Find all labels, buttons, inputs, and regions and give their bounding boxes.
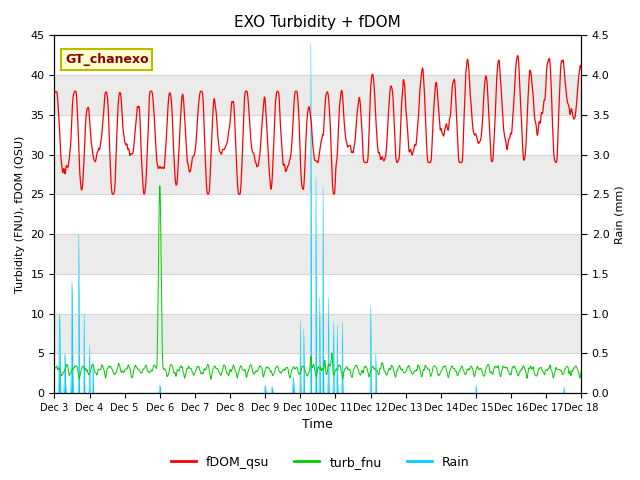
Y-axis label: Rain (mm): Rain (mm): [615, 185, 625, 243]
Bar: [54, 234, 581, 274]
Bar: [54, 75, 581, 115]
Bar: [54, 313, 581, 353]
Y-axis label: Turbidity (FNU), fDOM (QSU): Turbidity (FNU), fDOM (QSU): [15, 135, 25, 293]
Legend: fDOM_qsu, turb_fnu, Rain: fDOM_qsu, turb_fnu, Rain: [166, 451, 474, 474]
Title: EXO Turbidity + fDOM: EXO Turbidity + fDOM: [234, 15, 401, 30]
Text: GT_chanexo: GT_chanexo: [65, 53, 148, 66]
X-axis label: Time: Time: [303, 419, 333, 432]
Bar: [54, 155, 581, 194]
